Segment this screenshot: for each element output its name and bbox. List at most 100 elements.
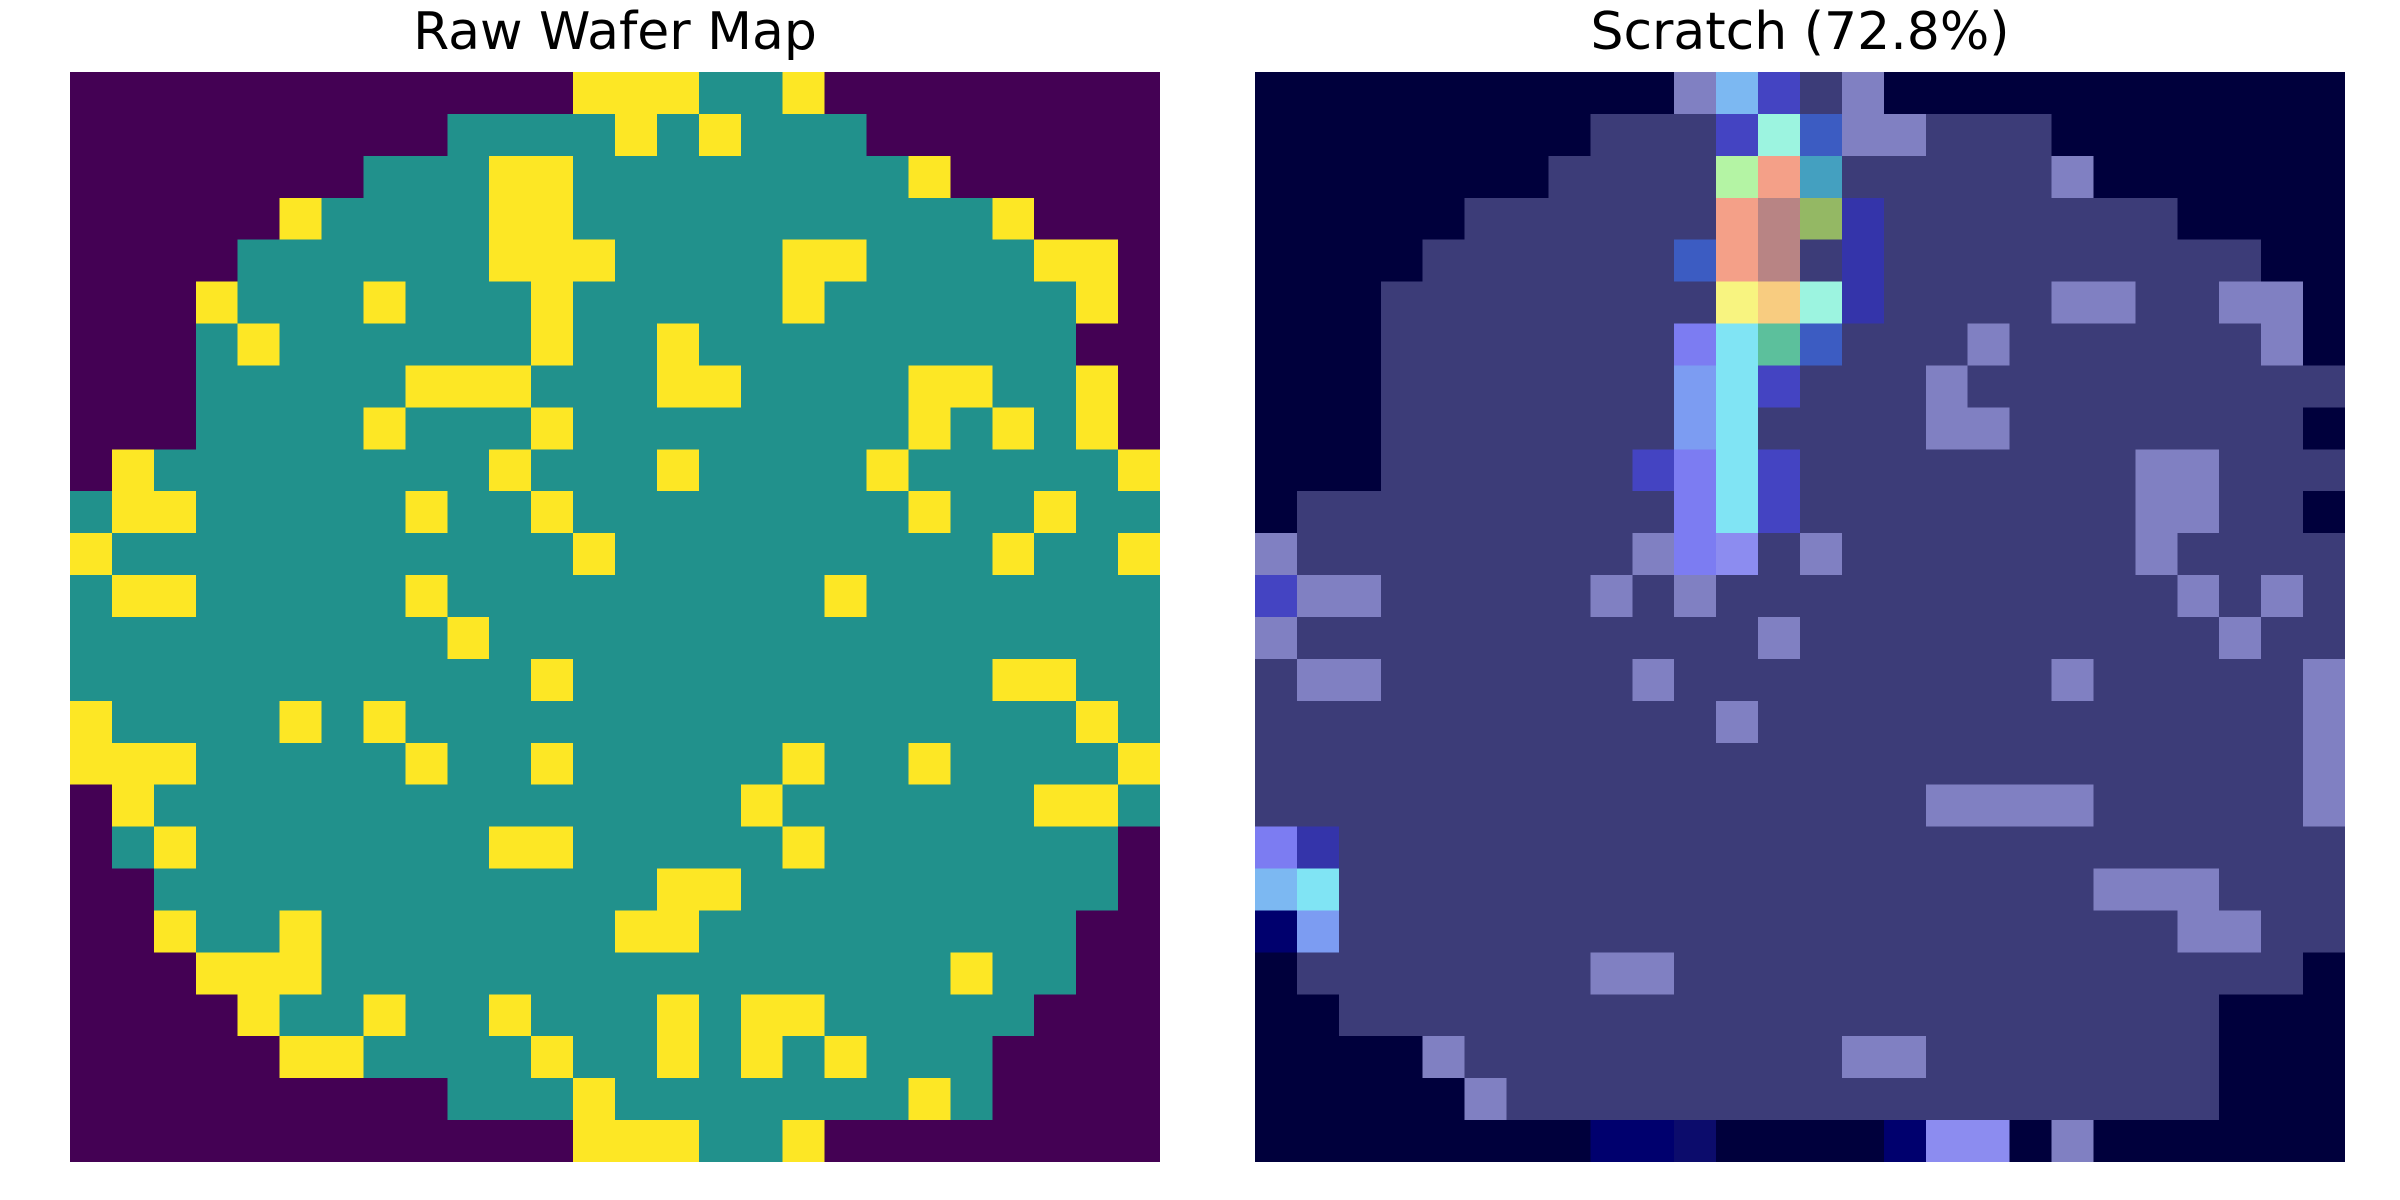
wafer-cell-r8-c3 <box>195 407 239 451</box>
wafer-cell-r7-c11 <box>531 365 574 409</box>
wafer-cell-r18-c14 <box>656 826 700 870</box>
wafer-cell-r3-c6 <box>321 197 365 241</box>
scratch-cell-r25-c22 <box>2177 1120 2221 1162</box>
scratch-cell-r0-c18 <box>2009 72 2053 115</box>
scratch-cell-r21-c8 <box>1590 952 1634 996</box>
wafer-cell-r17-c11 <box>531 784 574 828</box>
wafer-cell-r12-c12 <box>573 575 616 618</box>
wafer-cell-r7-c15 <box>698 365 742 409</box>
wafer-cell-r0-c0 <box>70 72 113 115</box>
scratch-cell-r18-c10 <box>1674 826 1717 870</box>
scratch-cell-r14-c17 <box>1967 658 2011 702</box>
wafer-cell-r6-c10 <box>489 323 532 367</box>
wafer-cell-r18-c24 <box>1076 826 1119 870</box>
wafer-cell-r19-c16 <box>740 868 784 912</box>
scratch-cell-r5-c0 <box>1255 281 1298 325</box>
scratch-cell-r23-c14 <box>1841 1036 1885 1079</box>
wafer-cell-r2-c24 <box>1076 155 1119 199</box>
scratch-cell-r20-c22 <box>2177 910 2221 954</box>
scratch-cell-r10-c15 <box>1883 491 1927 534</box>
wafer-cell-r9-c23 <box>1034 449 1077 493</box>
wafer-cell-r19-c12 <box>573 868 616 912</box>
scratch-cell-r20-c8 <box>1590 910 1634 954</box>
wafer-cell-r15-c2 <box>153 700 197 744</box>
scratch-cell-r18-c23 <box>2219 826 2262 870</box>
scratch-cell-r24-c23 <box>2219 1078 2262 1121</box>
wafer-cell-r21-c8 <box>405 952 449 996</box>
scratch-cell-r9-c4 <box>1422 449 1466 493</box>
wafer-cell-r19-c17 <box>782 868 826 912</box>
scratch-cell-r24-c20 <box>2093 1078 2137 1121</box>
wafer-cell-r12-c8 <box>405 575 449 618</box>
wafer-cell-r6-c5 <box>279 323 323 367</box>
wafer-cell-r24-c24 <box>1076 1078 1119 1121</box>
wafer-cell-r18-c18 <box>824 826 868 870</box>
scratch-cell-r19-c7 <box>1548 868 1592 912</box>
scratch-cell-r1-c17 <box>1967 113 2011 157</box>
scratch-cell-r21-c10 <box>1674 952 1717 996</box>
wafer-cell-r25-c17 <box>782 1120 826 1162</box>
scratch-cell-r0-c3 <box>1380 72 1424 115</box>
scratch-cell-r17-c20 <box>2093 784 2137 828</box>
scratch-cell-r22-c23 <box>2219 994 2262 1038</box>
scratch-cell-r16-c9 <box>1632 742 1676 786</box>
wafer-cell-r24-c13 <box>615 1078 658 1121</box>
scratch-cell-r22-c18 <box>2009 994 2053 1038</box>
wafer-cell-r2-c21 <box>950 155 994 199</box>
wafer-cell-r21-c2 <box>153 952 197 996</box>
wafer-cell-r14-c16 <box>740 658 784 702</box>
scratch-cell-r11-c20 <box>2093 533 2137 576</box>
scratch-cell-r7-c2 <box>1338 365 1382 409</box>
scratch-cell-r0-c17 <box>1967 72 2011 115</box>
wafer-cell-r7-c17 <box>782 365 826 409</box>
scratch-cell-r13-c15 <box>1883 617 1927 660</box>
scratch-cell-r24-c5 <box>1464 1078 1508 1121</box>
scratch-cell-r7-c15 <box>1883 365 1927 409</box>
scratch-cell-r22-c17 <box>1967 994 2011 1038</box>
wafer-cell-r16-c21 <box>950 742 994 786</box>
scratch-cell-r1-c5 <box>1464 113 1508 157</box>
wafer-cell-r8-c22 <box>992 407 1036 451</box>
wafer-cell-r22-c21 <box>950 994 994 1038</box>
scratch-cell-r25-c4 <box>1422 1120 1466 1162</box>
wafer-cell-r23-c17 <box>782 1036 826 1079</box>
wafer-cell-r4-c22 <box>992 239 1036 283</box>
scratch-cell-r20-c19 <box>2051 910 2095 954</box>
wafer-cell-r5-c8 <box>405 281 449 325</box>
wafer-cell-r10-c24 <box>1076 491 1119 534</box>
scratch-cell-r24-c10 <box>1674 1078 1717 1121</box>
scratch-cell-r19-c22 <box>2177 868 2221 912</box>
scratch-cell-r23-c25 <box>2303 1036 2345 1079</box>
wafer-cell-r6-c15 <box>698 323 742 367</box>
scratch-cell-r8-c3 <box>1380 407 1424 451</box>
wafer-cell-r5-c10 <box>489 281 532 325</box>
scratch-cell-r1-c13 <box>1800 113 1843 157</box>
scratch-cell-r3-c22 <box>2177 197 2221 241</box>
scratch-cell-r19-c0 <box>1255 868 1298 912</box>
scratch-cell-r11-c1 <box>1296 533 1340 576</box>
wafer-cell-r18-c12 <box>573 826 616 870</box>
wafer-cell-r15-c4 <box>237 700 281 744</box>
scratch-cell-r21-c15 <box>1883 952 1927 996</box>
scratch-cell-r20-c15 <box>1883 910 1927 954</box>
wafer-cell-r19-c15 <box>698 868 742 912</box>
scratch-cell-r9-c17 <box>1967 449 2011 493</box>
scratch-cell-r20-c5 <box>1464 910 1508 954</box>
scratch-cell-r5-c24 <box>2261 281 2304 325</box>
wafer-cell-r5-c14 <box>656 281 700 325</box>
wafer-cell-r7-c6 <box>321 365 365 409</box>
scratch-cell-r14-c22 <box>2177 658 2221 702</box>
wafer-cell-r20-c1 <box>111 910 155 954</box>
scratch-cell-r16-c19 <box>2051 742 2095 786</box>
wafer-cell-r23-c22 <box>992 1036 1036 1079</box>
wafer-cell-r11-c4 <box>237 533 281 576</box>
wafer-cell-r11-c7 <box>363 533 407 576</box>
scratch-cell-r5-c13 <box>1800 281 1843 325</box>
scratch-cell-r5-c10 <box>1674 281 1717 325</box>
wafer-cell-r22-c18 <box>824 994 868 1038</box>
wafer-cell-r14-c0 <box>70 658 113 702</box>
scratch-cell-r5-c4 <box>1422 281 1466 325</box>
wafer-cell-r2-c7 <box>363 155 407 199</box>
wafer-cell-r4-c7 <box>363 239 407 283</box>
scratch-cell-r25-c9 <box>1632 1120 1676 1162</box>
